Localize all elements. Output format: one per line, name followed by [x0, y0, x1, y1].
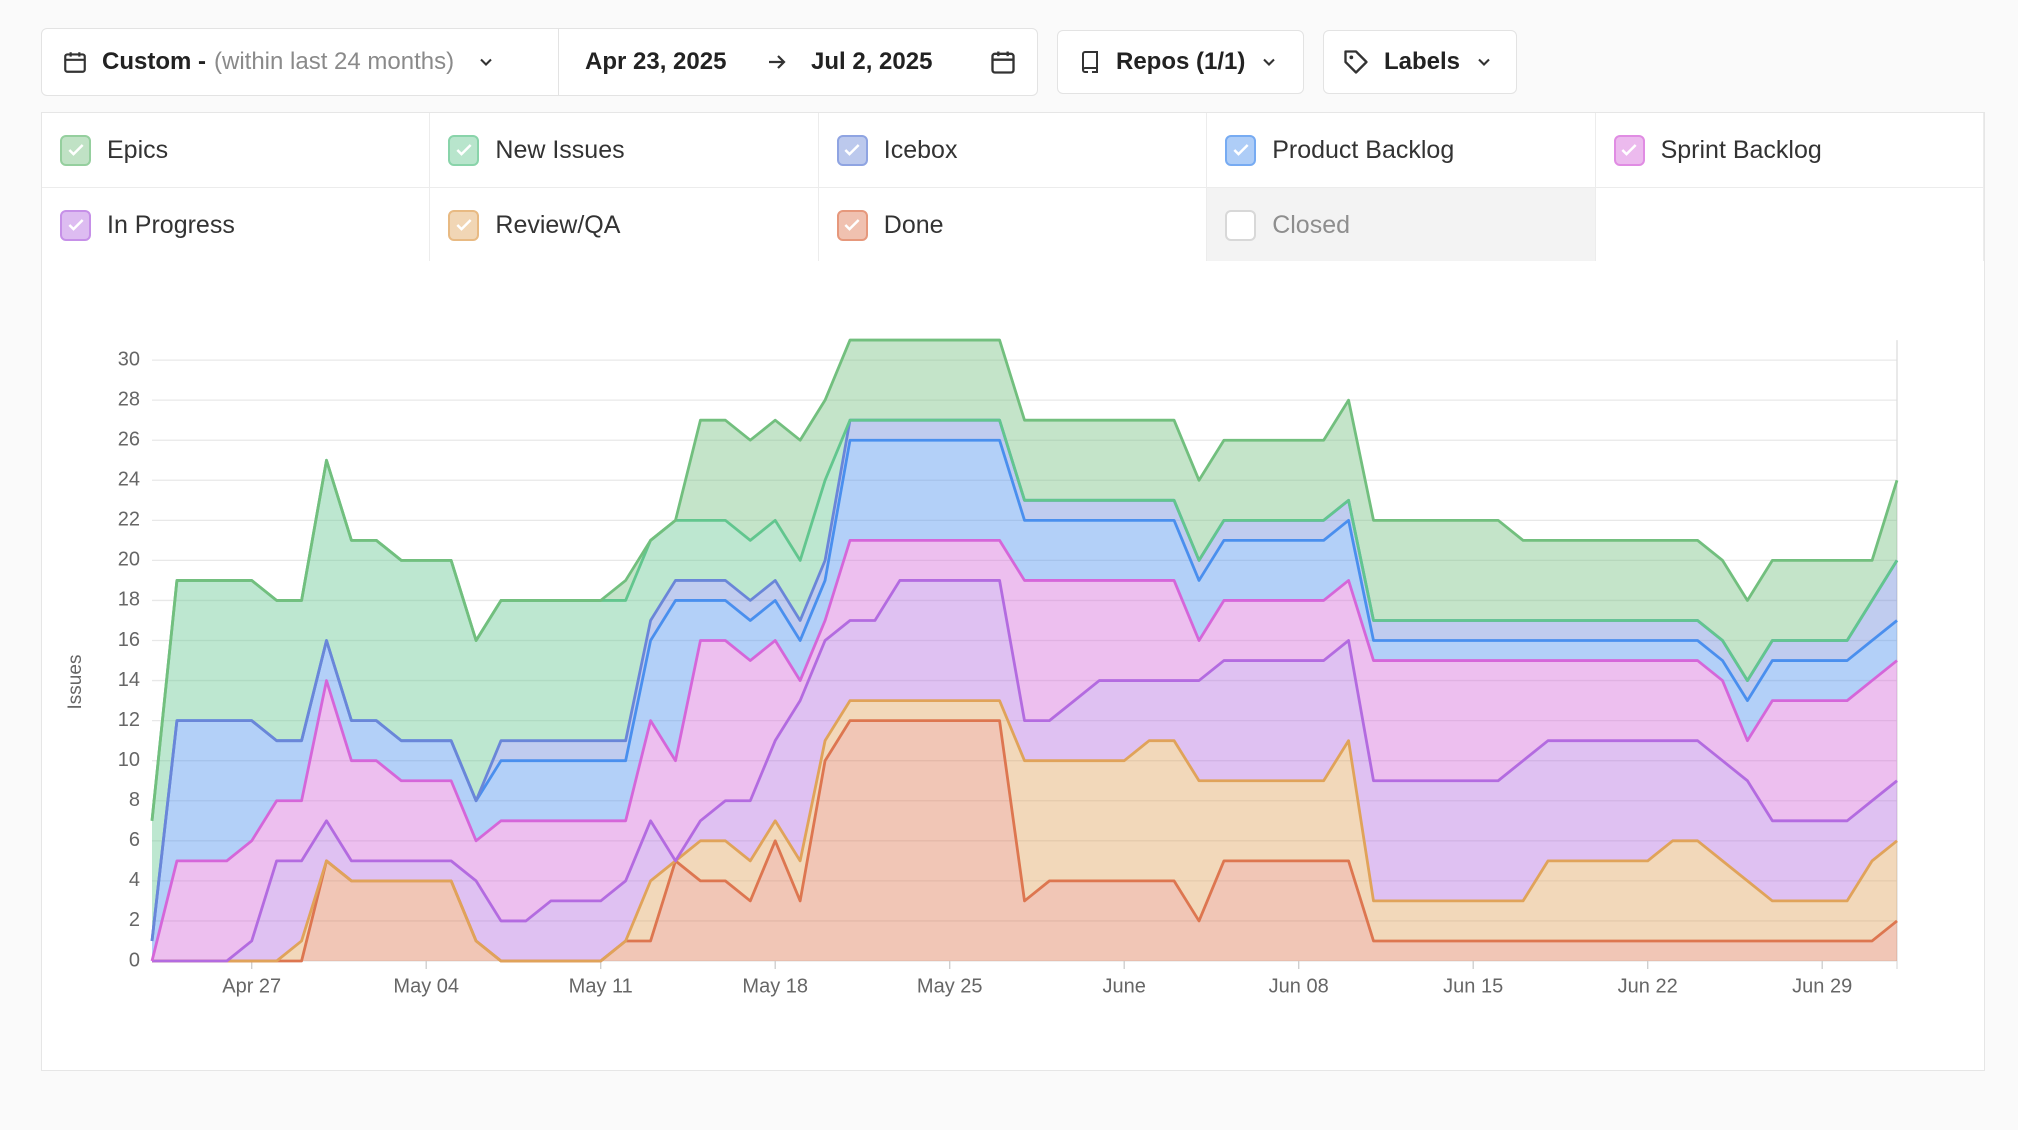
x-tick-label: May 04: [393, 975, 459, 997]
y-tick-label: 10: [118, 749, 140, 771]
x-tick-label: June: [1103, 975, 1146, 997]
legend-item[interactable]: Product Backlog: [1207, 113, 1596, 188]
legend-label: Epics: [107, 135, 169, 164]
y-tick-label: 6: [129, 829, 140, 851]
y-tick-label: 22: [118, 509, 140, 531]
repo-icon: [1082, 51, 1098, 73]
checkbox[interactable]: [836, 134, 868, 166]
area-fill: [152, 580, 1897, 961]
x-tick-label: Jun 08: [1269, 975, 1329, 997]
legend-item[interactable]: Sprint Backlog: [1595, 113, 1984, 188]
legend-label: New Issues: [495, 135, 625, 164]
legend-item[interactable]: Review/QA: [430, 188, 819, 263]
y-tick-label: 20: [118, 549, 140, 571]
series-line: [150, 338, 1899, 821]
legend-item[interactable]: Icebox: [818, 113, 1208, 188]
area-fill: [152, 700, 1897, 961]
arrow-icon: [769, 55, 786, 69]
legend-item[interactable]: Epics: [42, 113, 431, 188]
start-date: Apr 23, 2025: [585, 48, 727, 75]
x-tick-label: May 11: [569, 975, 633, 997]
chevron-icon: [1478, 58, 1490, 66]
checkbox[interactable]: [1225, 209, 1257, 241]
preset-label: Custom -: [102, 48, 206, 75]
legend-empty-cell: [1595, 188, 1984, 263]
x-tick-label: Apr 27: [222, 975, 281, 997]
calendar-icon: [991, 51, 1015, 74]
area-fill: [152, 420, 1897, 941]
checkbox[interactable]: [1613, 134, 1645, 166]
y-tick-label: 4: [129, 869, 140, 891]
check-icon: [67, 219, 84, 231]
y-axis-title: Issues: [65, 655, 86, 710]
preset-select[interactable]: Custom - (within last 24 months): [42, 29, 559, 95]
y-tick-label: 8: [129, 789, 140, 811]
repos-label: Repos (1/1): [1116, 48, 1246, 75]
check-icon: [1621, 144, 1637, 156]
preset-hint: (within last 24 months): [214, 48, 455, 75]
legend-label: Product Backlog: [1272, 135, 1455, 164]
repos-button[interactable]: Repos (1/1): [1057, 30, 1304, 94]
area-fill: [152, 340, 1897, 821]
y-tick-label: 2: [129, 909, 140, 931]
checkbox[interactable]: [1225, 134, 1257, 166]
y-tick-label: 28: [118, 388, 140, 410]
x-tick-label: Jun 29: [1792, 975, 1852, 997]
date-inputs[interactable]: Apr 23, 2025 Jul 2, 2025: [559, 29, 1037, 95]
legend-item[interactable]: New Issues: [430, 113, 819, 188]
legend-label: Sprint Backlog: [1660, 135, 1822, 164]
date-range-picker[interactable]: Custom - (within last 24 months) Apr 23,…: [41, 28, 1038, 96]
x-tick-label: May 25: [917, 975, 983, 997]
legend-label: In Progress: [107, 210, 235, 239]
y-tick-label: 16: [118, 629, 140, 651]
legend-item[interactable]: In Progress: [42, 188, 431, 263]
check-icon: [67, 144, 84, 156]
legend-item[interactable]: Closed: [1207, 188, 1596, 263]
calendar-icon: [64, 52, 86, 73]
check-icon: [456, 144, 472, 156]
chevron-icon: [1263, 58, 1276, 66]
y-tick-label: 26: [118, 429, 140, 451]
checkbox[interactable]: [60, 209, 91, 241]
series-line: [150, 538, 1898, 962]
y-tick-label: 18: [118, 589, 140, 611]
check-icon: [844, 144, 860, 156]
checkbox[interactable]: [836, 209, 868, 241]
labels-label: Labels: [1384, 48, 1461, 75]
check-icon: [1233, 144, 1249, 156]
legend-label: Done: [883, 210, 944, 239]
checkbox[interactable]: [448, 134, 480, 166]
y-tick-label: 14: [118, 669, 140, 691]
y-tick-label: 30: [118, 348, 140, 370]
area-fill: [152, 540, 1897, 961]
check-icon: [844, 219, 860, 231]
y-tick-label: 24: [118, 469, 140, 491]
y-tick-label: 0: [129, 949, 140, 971]
legend-label: Closed: [1272, 210, 1351, 239]
chart-panel: Issues 0 2 4 6 8 10 12 14 16 18 20 22 24 26 28 30 Apr 27…: [41, 261, 1985, 1071]
area-fill: [152, 720, 1897, 961]
checkbox[interactable]: [60, 134, 91, 166]
x-tick-label: May 18: [742, 975, 808, 997]
check-icon: [456, 219, 472, 231]
series-line: [152, 579, 1898, 963]
end-date: Jul 2, 2025: [811, 48, 933, 75]
legend-label: Review/QA: [495, 210, 621, 239]
y-tick-label: 12: [118, 709, 140, 731]
x-tick-label: Jun 15: [1443, 975, 1503, 997]
series-line: [152, 699, 1898, 963]
area-fill: [152, 440, 1897, 962]
checkbox[interactable]: [448, 209, 480, 241]
legend-label: Icebox: [883, 135, 958, 164]
legend-item[interactable]: Done: [818, 188, 1208, 263]
status-legend: Epics New Issues Icebox Product Backlog Spri…: [41, 112, 1985, 263]
labels-button[interactable]: Labels: [1323, 30, 1517, 94]
tag-icon: [1344, 50, 1368, 74]
chevron-icon: [480, 58, 492, 66]
x-tick-label: Jun 22: [1618, 975, 1678, 997]
